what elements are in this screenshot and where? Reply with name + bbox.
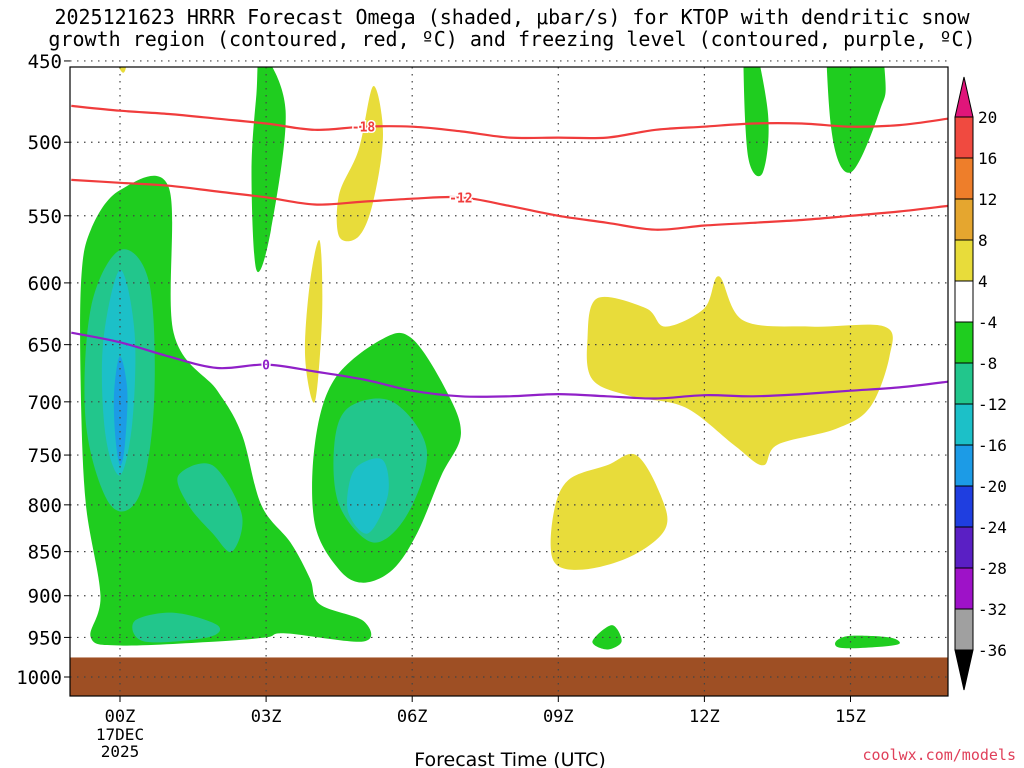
omega-region-14 bbox=[132, 612, 221, 643]
omega-region-20 bbox=[592, 625, 622, 650]
x-axis-title: Forecast Time (UTC) bbox=[414, 749, 605, 768]
colorbar-label--4: -4 bbox=[978, 313, 997, 332]
colorbar-band-0 bbox=[954, 116, 974, 159]
omega-region-8 bbox=[826, 67, 886, 173]
omega-region-5 bbox=[304, 239, 323, 403]
chart-title-line-2: growth region (contoured, red, ºC) and f… bbox=[48, 27, 976, 51]
y-tick-label-550: 550 bbox=[28, 206, 62, 228]
contour-label-0: 0 bbox=[262, 359, 270, 374]
colorbar-label-12: 12 bbox=[978, 190, 997, 209]
colorbar-band-7 bbox=[954, 403, 974, 446]
colorbar-bottom-arrow bbox=[954, 649, 974, 691]
colorbar-band-11 bbox=[954, 567, 974, 610]
y-tick-label-900: 900 bbox=[28, 586, 62, 608]
contour-line-0 bbox=[71, 331, 948, 400]
y-tick-label-750: 750 bbox=[28, 445, 62, 467]
omega-shaded-regions bbox=[80, 67, 900, 650]
y-tick-label-600: 600 bbox=[28, 273, 62, 295]
omega-region-19 bbox=[550, 453, 668, 570]
y-tick-label-650: 650 bbox=[28, 335, 62, 357]
x-tick-label-06Z: 06Z bbox=[397, 707, 428, 727]
y-tick-label-500: 500 bbox=[28, 132, 62, 154]
contour-line--12 bbox=[71, 178, 948, 231]
colorbar-band-3 bbox=[954, 239, 974, 282]
contour-lines: -18 -12 0 bbox=[71, 104, 948, 400]
colorbar-label--28: -28 bbox=[978, 559, 1007, 578]
y-tick-label-450: 450 bbox=[28, 51, 62, 73]
y-tick-label-950: 950 bbox=[28, 627, 62, 649]
contour-label--12: -12 bbox=[449, 191, 472, 206]
colorbar-band-12 bbox=[954, 608, 974, 651]
x-tick-label-12Z: 12Z bbox=[689, 707, 720, 727]
colorbar-label--36: -36 bbox=[978, 641, 1007, 660]
colorbar-label--24: -24 bbox=[978, 518, 1007, 537]
colorbar-label--8: -8 bbox=[978, 354, 997, 373]
x-tick-label-09Z: 09Z bbox=[543, 707, 574, 727]
colorbar-label-4: 4 bbox=[978, 272, 988, 291]
colorbar-band-10 bbox=[954, 526, 974, 569]
colorbar-label--12: -12 bbox=[978, 395, 1007, 414]
colorbar-label-20: 20 bbox=[978, 108, 997, 127]
x-tick-sublabel-1: 2025 bbox=[101, 742, 140, 761]
omega-region-4 bbox=[336, 86, 383, 242]
colorbar-band-5 bbox=[954, 321, 974, 364]
colorbar-label--32: -32 bbox=[978, 600, 1007, 619]
plot-frame bbox=[69, 66, 949, 697]
axes-labels: 2503003504004505005506006507007508008509… bbox=[16, 51, 866, 761]
omega-region-12 bbox=[113, 356, 128, 466]
x-tick-label-00Z: 00Z bbox=[105, 707, 136, 727]
contour-label--18: -18 bbox=[352, 121, 376, 136]
x-tick-label-03Z: 03Z bbox=[251, 707, 282, 727]
colorbar-band-9 bbox=[954, 485, 974, 528]
colorbar-label-8: 8 bbox=[978, 231, 988, 250]
y-tick-label-700: 700 bbox=[28, 392, 62, 414]
colorbar-band-4 bbox=[954, 280, 974, 323]
omega-region-18 bbox=[586, 276, 893, 466]
colorbar-band-2 bbox=[954, 198, 974, 241]
omega-region-13 bbox=[177, 463, 243, 553]
omega-region-9 bbox=[80, 175, 372, 646]
colorbar-label--16: -16 bbox=[978, 436, 1007, 455]
y-tick-label-1000: 1000 bbox=[16, 667, 62, 689]
colorbar-band-6 bbox=[954, 362, 974, 405]
credit-text: coolwx.com/models bbox=[862, 746, 1016, 764]
omega-region-17 bbox=[347, 458, 389, 534]
colorbar-band-8 bbox=[954, 444, 974, 487]
x-tick-sublabel-0: 17DEC bbox=[96, 725, 144, 744]
colorbar-label-16: 16 bbox=[978, 149, 997, 168]
contour-line--18 bbox=[71, 104, 948, 140]
y-tick-label-800: 800 bbox=[28, 495, 62, 517]
colorbar: 20 16 12 8 4 -4 -8 -12 -16 -20 -24 -28 -32 -36 bbox=[954, 76, 1007, 691]
colorbar-top-arrow bbox=[954, 76, 974, 118]
omega-region-0 bbox=[118, 67, 127, 73]
chart-title: 2025121623 HRRR Forecast Omega (shaded, … bbox=[0, 6, 1024, 50]
omega-region-3 bbox=[251, 67, 286, 273]
colorbar-band-1 bbox=[954, 157, 974, 200]
y-tick-label-850: 850 bbox=[28, 542, 62, 564]
x-tick-label-15Z: 15Z bbox=[835, 707, 866, 727]
terrain-fill bbox=[70, 657, 948, 696]
colorbar-label--20: -20 bbox=[978, 477, 1007, 496]
omega-region-21 bbox=[835, 635, 900, 649]
chart-title-line-1: 2025121623 HRRR Forecast Omega (shaded, … bbox=[54, 5, 970, 29]
terrain-layer bbox=[70, 657, 948, 696]
omega-region-7 bbox=[743, 67, 769, 177]
